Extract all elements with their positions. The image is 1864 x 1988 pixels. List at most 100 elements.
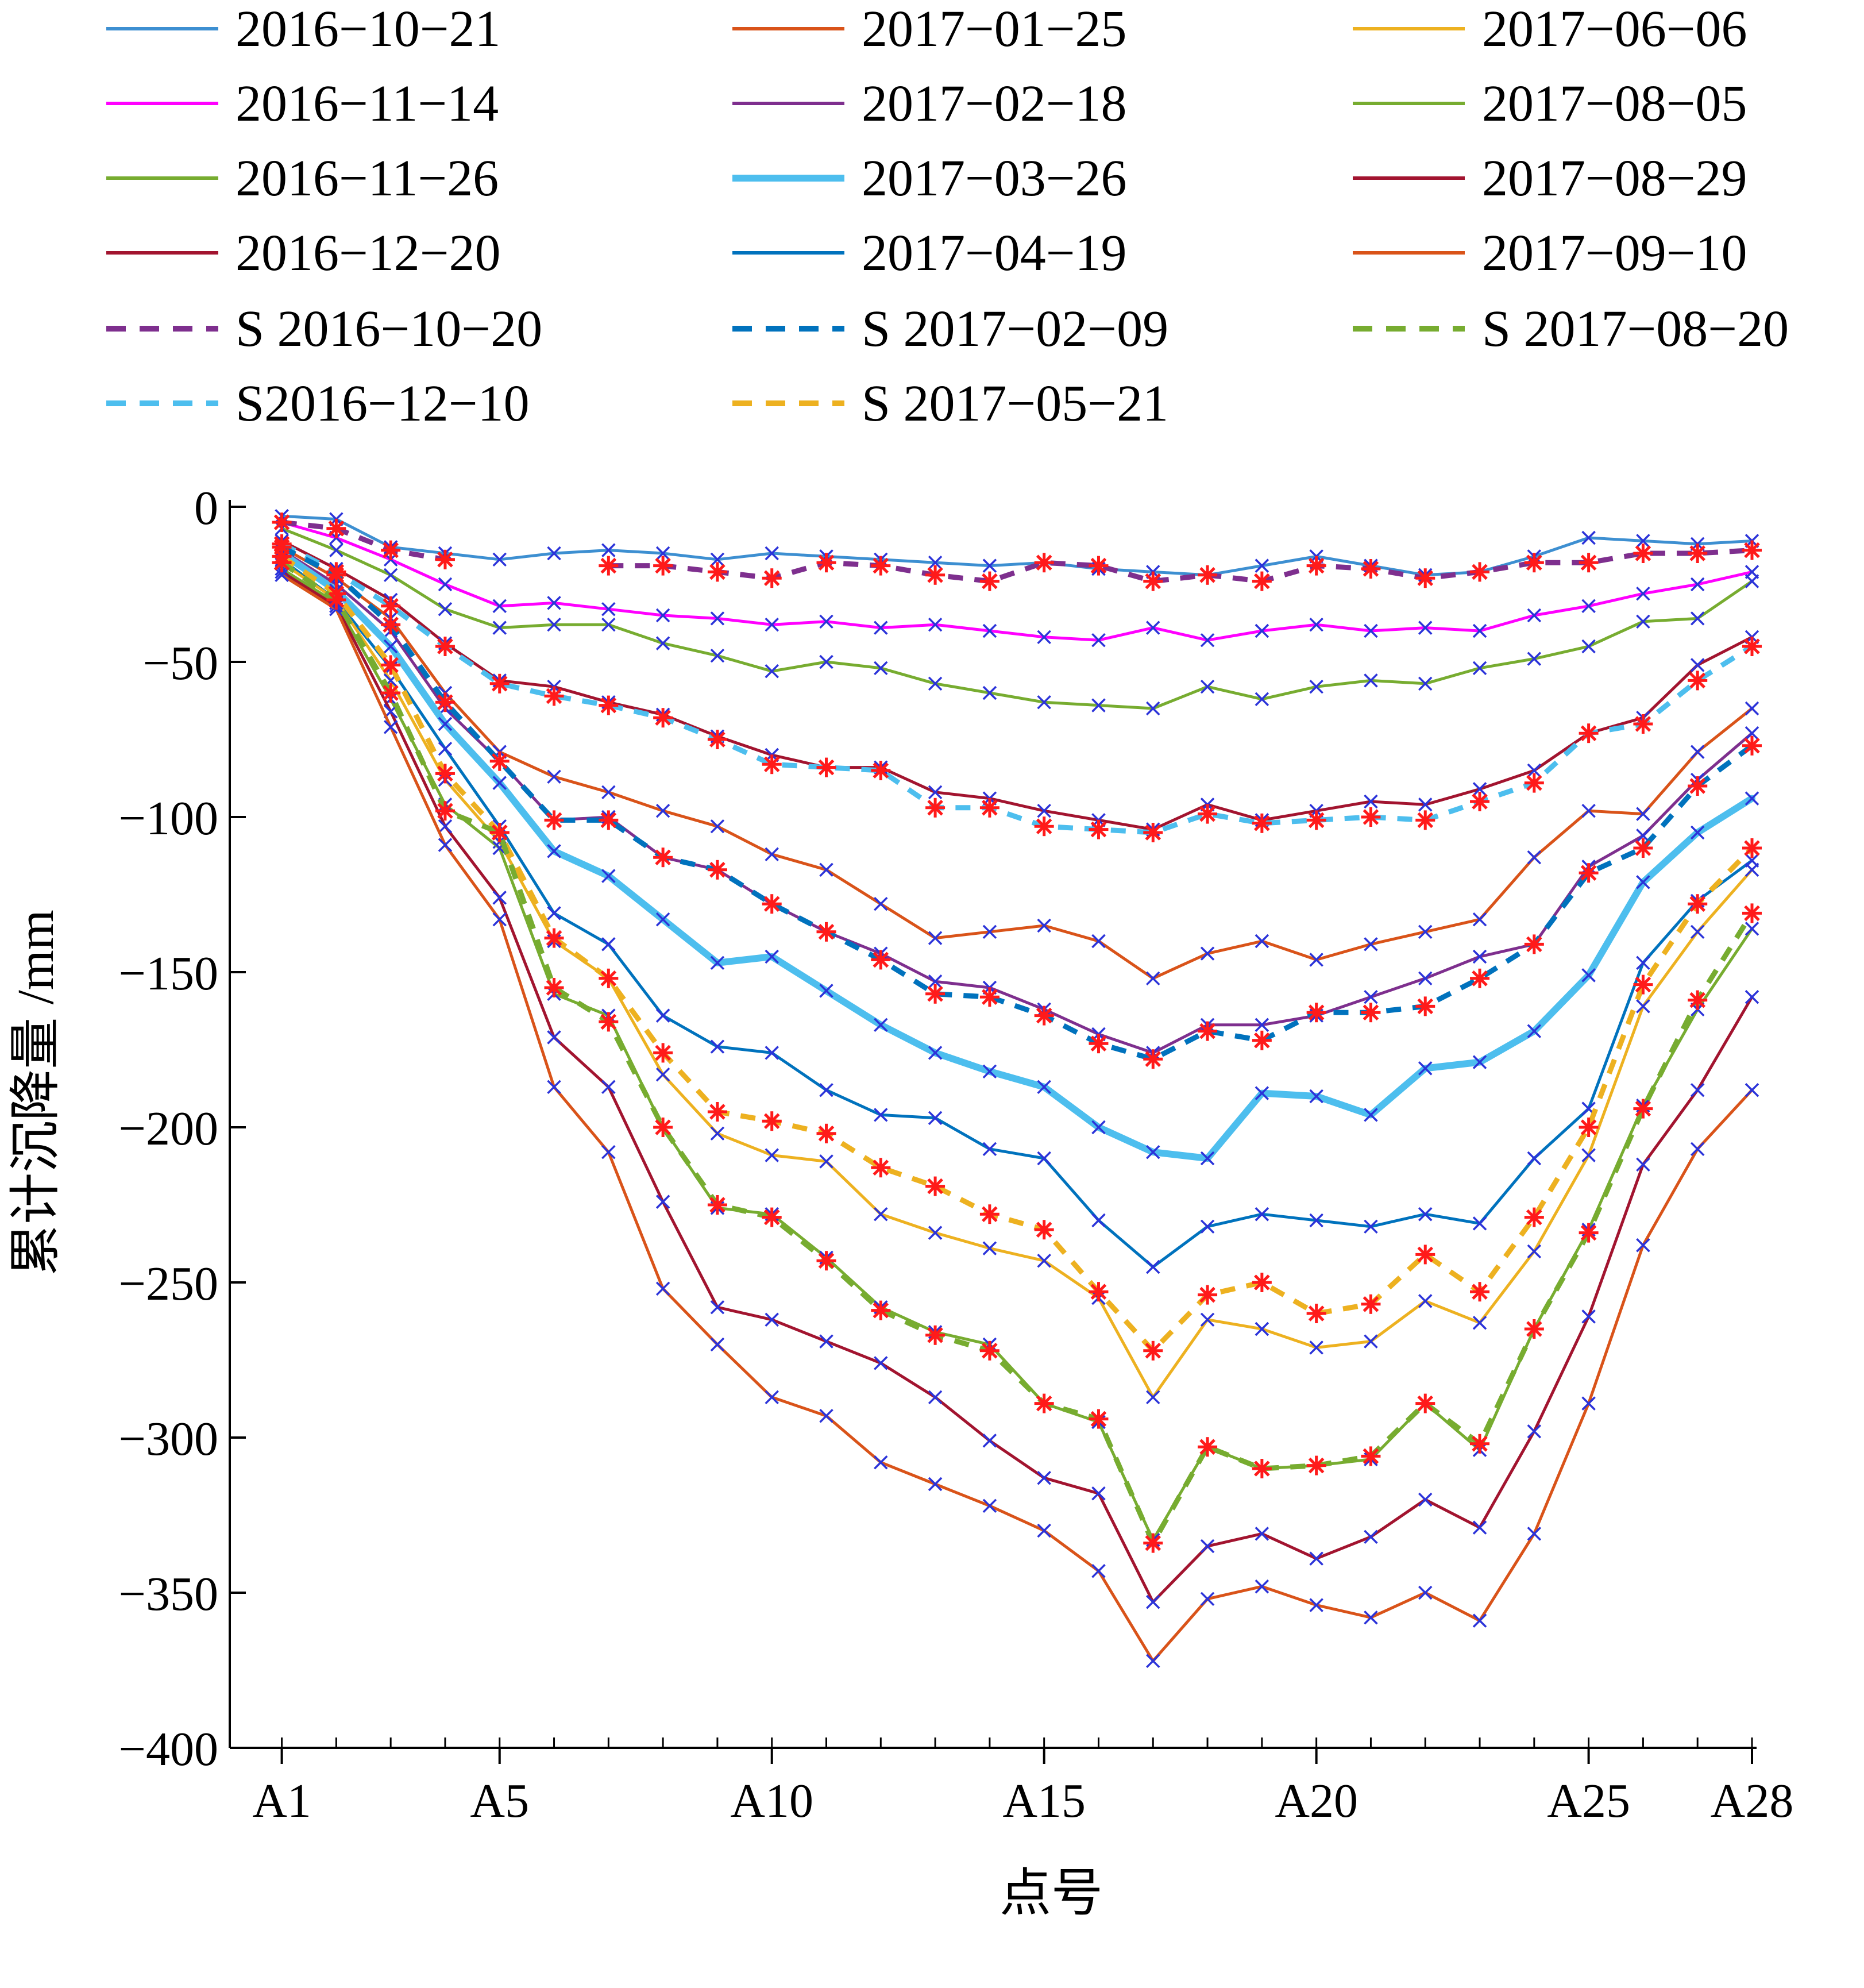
data-point [1200,679,1215,694]
data-point [1037,695,1051,710]
data-point [1581,1148,1596,1162]
data-point [1037,630,1051,645]
data-point [1037,918,1051,933]
data-point [1309,953,1323,967]
data-point [601,785,616,800]
data-point [1364,1529,1378,1544]
data-point [928,555,943,570]
data-point [928,617,943,632]
series-line [280,521,1754,642]
data-point [655,1067,670,1082]
data-point [1091,633,1106,648]
data-point [599,810,619,830]
data-point [1472,661,1487,676]
data-point [601,617,616,632]
data-point [707,562,727,582]
data-point [599,556,619,576]
legend-label: 2017−08−05 [1482,75,1747,132]
data-point [1472,1520,1487,1535]
data-point [655,608,670,623]
series-2017-08-05 [275,561,1759,1547]
data-point [1470,792,1490,811]
data-point [816,1123,836,1143]
data-point [383,639,398,654]
data-point [1252,571,1272,591]
axes: 0 −50 −100 −150 −200 −250 −300 −350 −400 A1 A5 A10 A… [119,481,1794,1828]
data-point [710,956,725,970]
data-point [1418,1492,1433,1507]
data-point [655,1008,670,1023]
data-point [1364,1334,1378,1349]
data-point [653,708,673,728]
data-point [874,661,888,676]
data-point [819,1334,833,1349]
data-point [925,1176,945,1196]
data-point [1255,1579,1269,1594]
y-tick-label: 0 [194,481,218,535]
data-point [381,596,401,616]
data-point [765,847,779,862]
data-point [272,513,292,532]
data-point [874,1018,888,1032]
data-point [1472,1315,1487,1330]
data-point [1472,623,1487,638]
data-point [1200,1219,1215,1234]
data-point [1524,934,1544,954]
series-line [280,545,1754,980]
data-point [1527,850,1542,865]
data-point [544,978,564,997]
data-point [1472,1055,1487,1069]
data-point [979,1340,999,1361]
data-point [982,558,997,573]
data-point [275,568,289,583]
data-point [1579,723,1599,743]
data-point [1361,807,1381,827]
data-point [329,543,344,557]
data-point [1690,611,1705,626]
data-point [1636,1157,1650,1172]
data-point [1306,1003,1326,1023]
data-point [1037,1151,1051,1166]
y-tick-label: −250 [119,1257,218,1311]
data-point [1143,823,1163,842]
data-point [925,984,945,1004]
data-point [383,720,398,734]
series-line [280,514,1754,577]
data-point [438,577,453,592]
data-point [1089,1282,1109,1302]
data-point [1688,671,1708,691]
legend-item: S 2017−05−21 [732,375,1168,432]
data-point [1034,553,1054,573]
data-point [435,637,455,656]
data-point [710,552,725,567]
data-point [1200,633,1215,648]
series-line [280,541,1754,835]
legend-item: S 2016−10−20 [106,300,542,357]
data-point [1527,1424,1542,1439]
series-s2017-08-20 [272,553,1762,1553]
data-point [1034,816,1054,837]
data-point [1742,735,1762,756]
data-point [928,1046,943,1060]
data-point [1688,544,1708,563]
legend-label: 2016−11−26 [236,150,499,207]
data-point [492,776,507,790]
data-point [816,1251,836,1271]
data-point [326,565,346,585]
y-tick-label: −100 [119,792,218,845]
data-point [1034,1220,1054,1240]
data-point [1633,544,1653,563]
data-point [710,1126,725,1141]
data-point [1037,1080,1051,1095]
data-point [653,847,673,868]
legend-label: 2016−10−21 [236,1,501,57]
data-point [765,664,779,679]
data-point [599,695,619,715]
data-point [655,1281,670,1296]
data-point [1252,1459,1272,1478]
data-point [707,860,727,880]
data-point [819,984,833,998]
data-point [1524,773,1544,793]
data-point [1579,863,1599,883]
